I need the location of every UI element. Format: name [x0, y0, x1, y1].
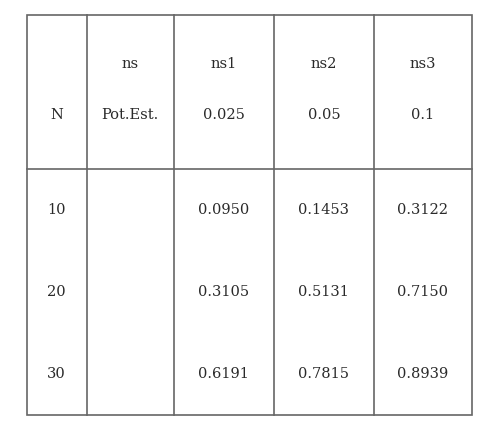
Text: 0.7150: 0.7150	[397, 285, 448, 299]
Text: ns1: ns1	[211, 57, 237, 71]
Text: 0.8939: 0.8939	[397, 367, 449, 381]
Text: 0.05: 0.05	[307, 108, 340, 122]
Text: 0.0950: 0.0950	[198, 203, 249, 217]
Text: 0.3122: 0.3122	[397, 203, 448, 217]
Text: Pot.Est.: Pot.Est.	[102, 108, 159, 122]
Text: ns2: ns2	[311, 57, 337, 71]
Text: 0.5131: 0.5131	[299, 285, 349, 299]
Text: 0.025: 0.025	[203, 108, 244, 122]
Text: ns3: ns3	[409, 57, 436, 71]
Text: 30: 30	[47, 367, 66, 381]
Text: 10: 10	[47, 203, 66, 217]
Text: N: N	[50, 108, 63, 122]
Text: 20: 20	[47, 285, 66, 299]
Text: 0.6191: 0.6191	[198, 367, 249, 381]
Text: 0.3105: 0.3105	[198, 285, 249, 299]
Text: 0.7815: 0.7815	[298, 367, 349, 381]
Text: 0.1453: 0.1453	[298, 203, 349, 217]
Text: 0.1: 0.1	[411, 108, 435, 122]
Text: ns: ns	[121, 57, 139, 71]
